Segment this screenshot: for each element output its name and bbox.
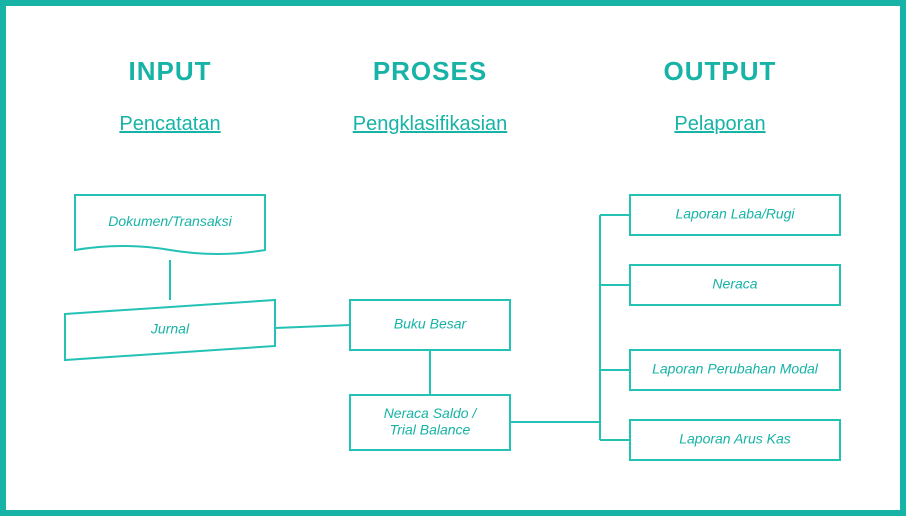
column-subtitle-input: Pencatatan <box>119 113 220 135</box>
column-subtitle-output: Pelaporan <box>674 113 765 135</box>
diagram-frame: INPUT Pencatatan PROSES Pengklasifikasian OU… <box>0 0 906 516</box>
column-title-proses: PROSES <box>373 56 487 86</box>
node-arus: Laporan Arus Kas <box>630 420 840 460</box>
node-label-jurnal: Jurnal <box>150 321 190 337</box>
node-neraca_saldo: Neraca Saldo /Trial Balance <box>350 395 510 450</box>
node-label-laba: Laporan Laba/Rugi <box>675 206 795 222</box>
column-subtitle-proses: Pengklasifikasian <box>353 113 508 135</box>
node-label-neraca_saldo: Neraca Saldo / <box>384 405 479 421</box>
node-label-neraca_saldo: Trial Balance <box>390 422 471 438</box>
node-label-modal: Laporan Perubahan Modal <box>652 361 819 377</box>
flowchart-svg: INPUT Pencatatan PROSES Pengklasifikasian OU… <box>0 0 906 516</box>
column-title-output: OUTPUT <box>664 56 777 86</box>
node-laba: Laporan Laba/Rugi <box>630 195 840 235</box>
node-label-dokumen: Dokumen/Transaksi <box>108 213 232 229</box>
node-label-neraca: Neraca <box>712 276 757 292</box>
node-modal: Laporan Perubahan Modal <box>630 350 840 390</box>
column-title-input: INPUT <box>129 56 212 86</box>
node-dokumen: Dokumen/Transaksi <box>75 195 265 254</box>
node-neraca: Neraca <box>630 265 840 305</box>
node-label-buku: Buku Besar <box>394 316 468 332</box>
node-buku: Buku Besar <box>350 300 510 350</box>
node-label-arus: Laporan Arus Kas <box>679 431 791 447</box>
